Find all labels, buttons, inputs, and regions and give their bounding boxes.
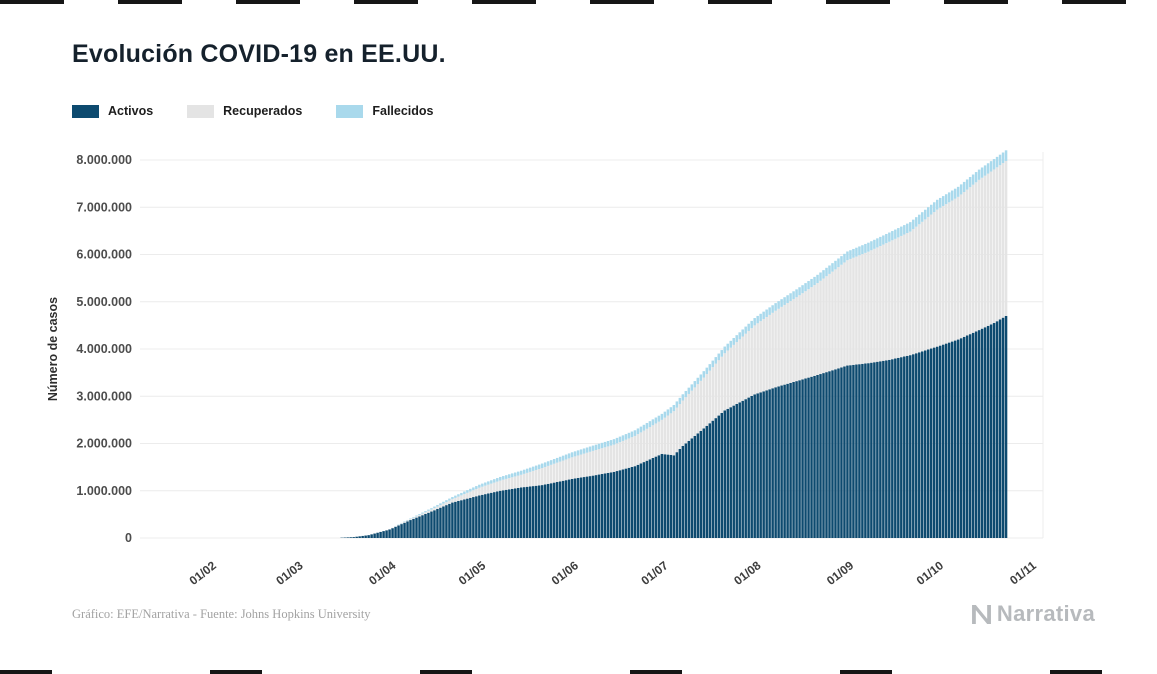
narrativa-logo-text: Narrativa — [996, 601, 1095, 626]
legend-swatch — [72, 104, 99, 118]
svg-text:01/09: 01/09 — [824, 558, 857, 588]
screen-edge-artifact-bottom — [0, 670, 1157, 674]
legend-item-fallecidos: Fallecidos — [336, 104, 434, 118]
legend-item-activos: Activos — [72, 104, 153, 118]
svg-text:01/08: 01/08 — [731, 558, 764, 588]
page-title: Evolución COVID-19 en EE.UU. — [72, 40, 446, 68]
legend-swatch — [187, 104, 215, 118]
legend-label: Activos — [108, 104, 154, 118]
svg-text:8.000.000: 8.000.000 — [76, 153, 132, 167]
svg-text:01/11: 01/11 — [1007, 558, 1039, 587]
svg-text:01/07: 01/07 — [638, 558, 671, 588]
svg-text:01/05: 01/05 — [456, 558, 489, 588]
svg-text:0: 0 — [125, 531, 132, 545]
chart-legend: Activos Recuperados Fallecidos — [72, 104, 434, 118]
svg-text:5.000.000: 5.000.000 — [76, 295, 132, 309]
legend-label: Recuperados — [223, 104, 303, 118]
legend-label: Fallecidos — [372, 104, 434, 118]
svg-text:01/02: 01/02 — [187, 558, 220, 588]
narrativa-logo: Narrativa — [971, 601, 1095, 627]
svg-text:01/03: 01/03 — [273, 558, 306, 588]
svg-text:4.000.000: 4.000.000 — [76, 342, 132, 356]
svg-text:3.000.000: 3.000.000 — [76, 389, 132, 403]
narrativa-logo-icon — [971, 604, 991, 624]
legend-item-recuperados: Recuperados — [187, 104, 302, 118]
svg-text:1.000.000: 1.000.000 — [76, 484, 132, 498]
chart-source-credit: Gráfico: EFE/Narrativa - Fuente: Johns H… — [72, 607, 371, 621]
legend-swatch — [336, 104, 364, 118]
svg-text:01/06: 01/06 — [549, 558, 582, 588]
svg-text:Número de casos: Número de casos — [46, 297, 60, 401]
svg-text:01/10: 01/10 — [914, 558, 947, 588]
screen-edge-artifact-top — [0, 0, 1157, 4]
svg-text:7.000.000: 7.000.000 — [76, 200, 132, 214]
svg-text:6.000.000: 6.000.000 — [76, 248, 132, 262]
svg-text:2.000.000: 2.000.000 — [76, 437, 132, 451]
svg-text:01/04: 01/04 — [366, 558, 399, 588]
